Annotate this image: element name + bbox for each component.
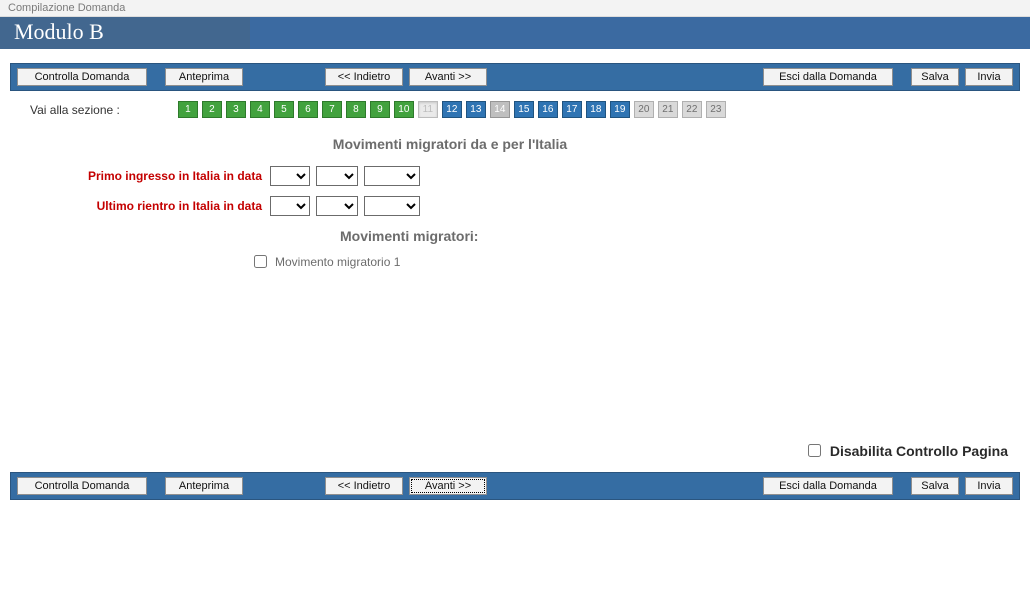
page-title: Compilazione Domanda bbox=[0, 0, 1030, 17]
ultimo-rientro-year-select[interactable] bbox=[364, 196, 420, 216]
disabilita-controllo-row: Disabilita Controllo Pagina bbox=[10, 441, 1008, 460]
primo-ingresso-day-select[interactable] bbox=[270, 166, 310, 186]
toolbar-bottom: Controlla Domanda Anteprima << Indietro … bbox=[10, 472, 1020, 500]
field-ultimo-rientro: Ultimo rientro in Italia in data bbox=[40, 196, 1020, 216]
disabilita-controllo-label: Disabilita Controllo Pagina bbox=[830, 443, 1008, 459]
salva-button-bottom[interactable]: Salva bbox=[911, 477, 959, 495]
toolbar-top: Controlla Domanda Anteprima << Indietro … bbox=[10, 63, 1020, 91]
section-nav-item-22[interactable]: 22 bbox=[682, 101, 702, 118]
indietro-button-bottom[interactable]: << Indietro bbox=[325, 477, 403, 495]
disabilita-controllo-checkbox[interactable] bbox=[808, 444, 821, 457]
section-nav-item-13[interactable]: 13 bbox=[466, 101, 486, 118]
controlla-domanda-button[interactable]: Controlla Domanda bbox=[17, 68, 147, 86]
section-nav-item-16[interactable]: 16 bbox=[538, 101, 558, 118]
ultimo-rientro-day-select[interactable] bbox=[270, 196, 310, 216]
module-title: Modulo B bbox=[0, 17, 250, 49]
indietro-button[interactable]: << Indietro bbox=[325, 68, 403, 86]
section-nav-item-5[interactable]: 5 bbox=[274, 101, 294, 118]
section-nav-item-1[interactable]: 1 bbox=[178, 101, 198, 118]
salva-button[interactable]: Salva bbox=[911, 68, 959, 86]
section-nav-item-17[interactable]: 17 bbox=[562, 101, 582, 118]
section-nav-item-8[interactable]: 8 bbox=[346, 101, 366, 118]
section-nav-item-6[interactable]: 6 bbox=[298, 101, 318, 118]
avanti-button[interactable]: Avanti >> bbox=[409, 68, 487, 86]
esci-domanda-button[interactable]: Esci dalla Domanda bbox=[763, 68, 893, 86]
invia-button[interactable]: Invia bbox=[965, 68, 1013, 86]
header-bar: Modulo B bbox=[0, 17, 1030, 49]
primo-ingresso-month-select[interactable] bbox=[316, 166, 358, 186]
field-primo-ingresso-label: Primo ingresso in Italia in data bbox=[40, 169, 270, 183]
section-nav-item-4[interactable]: 4 bbox=[250, 101, 270, 118]
avanti-button-bottom[interactable]: Avanti >> bbox=[409, 477, 487, 495]
section-nav-label: Vai alla sezione : bbox=[30, 103, 120, 117]
movimento-1-label: Movimento migratorio 1 bbox=[275, 255, 400, 269]
field-ultimo-rientro-label: Ultimo rientro in Italia in data bbox=[40, 199, 270, 213]
section-nav-item-12[interactable]: 12 bbox=[442, 101, 462, 118]
esci-domanda-button-bottom[interactable]: Esci dalla Domanda bbox=[763, 477, 893, 495]
section-heading: Movimenti migratori da e per l'Italia bbox=[240, 136, 660, 152]
section-nav-items: 1234567891011121314151617181920212223 bbox=[178, 101, 726, 118]
field-primo-ingresso: Primo ingresso in Italia in data bbox=[40, 166, 1020, 186]
movimento-1-checkbox[interactable] bbox=[254, 255, 267, 268]
section-nav: Vai alla sezione : 123456789101112131415… bbox=[30, 101, 1020, 118]
section-nav-item-21[interactable]: 21 bbox=[658, 101, 678, 118]
primo-ingresso-year-select[interactable] bbox=[364, 166, 420, 186]
anteprima-button[interactable]: Anteprima bbox=[165, 68, 243, 86]
section-nav-item-10[interactable]: 10 bbox=[394, 101, 414, 118]
section-nav-item-20[interactable]: 20 bbox=[634, 101, 654, 118]
invia-button-bottom[interactable]: Invia bbox=[965, 477, 1013, 495]
section-nav-item-7[interactable]: 7 bbox=[322, 101, 342, 118]
anteprima-button-bottom[interactable]: Anteprima bbox=[165, 477, 243, 495]
section-nav-item-2[interactable]: 2 bbox=[202, 101, 222, 118]
movimenti-sub-heading: Movimenti migratori: bbox=[340, 228, 1020, 244]
section-nav-item-15[interactable]: 15 bbox=[514, 101, 534, 118]
movimento-1-row: Movimento migratorio 1 bbox=[250, 252, 1020, 271]
section-nav-item-14[interactable]: 14 bbox=[490, 101, 510, 118]
controlla-domanda-button-bottom[interactable]: Controlla Domanda bbox=[17, 477, 147, 495]
section-nav-item-3[interactable]: 3 bbox=[226, 101, 246, 118]
ultimo-rientro-month-select[interactable] bbox=[316, 196, 358, 216]
section-nav-item-11: 11 bbox=[418, 101, 438, 118]
section-nav-item-9[interactable]: 9 bbox=[370, 101, 390, 118]
section-nav-item-23[interactable]: 23 bbox=[706, 101, 726, 118]
section-nav-item-19[interactable]: 19 bbox=[610, 101, 630, 118]
section-nav-item-18[interactable]: 18 bbox=[586, 101, 606, 118]
